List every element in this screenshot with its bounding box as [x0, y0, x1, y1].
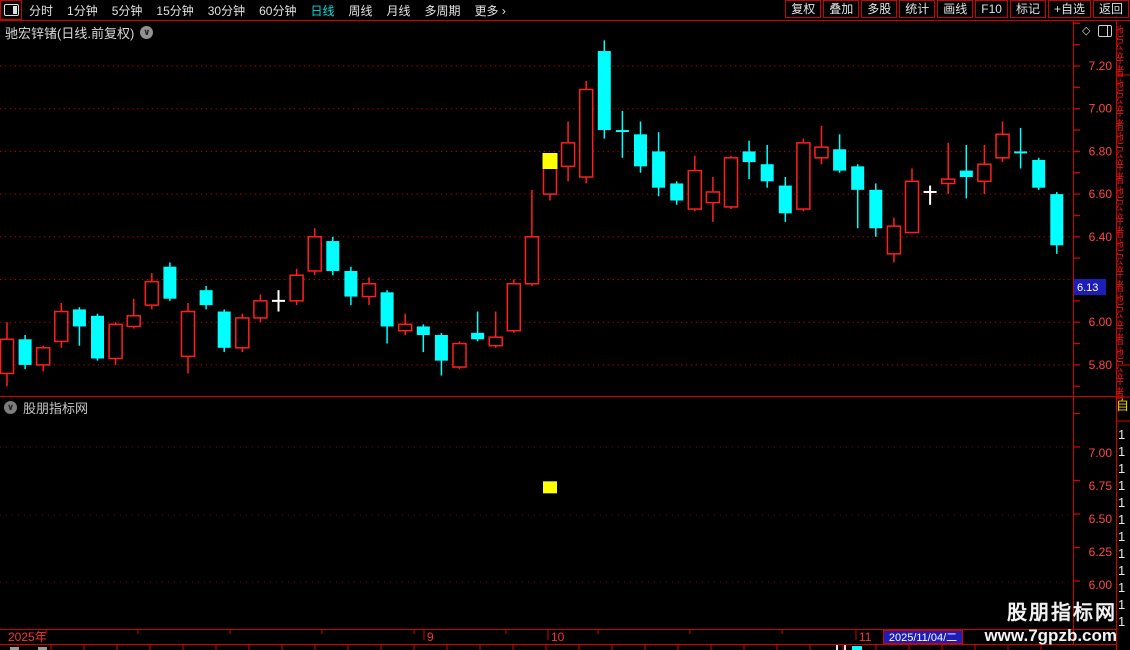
clipped-char: 驰 [1117, 292, 1125, 307]
clipped-char: 宏 [1117, 251, 1125, 267]
toolbar-button-3[interactable]: 统计 [899, 0, 936, 18]
svg-text:11: 11 [859, 630, 872, 644]
toolbar-button-0[interactable]: 复权 [785, 0, 822, 18]
clipped-number: 1 [1118, 478, 1126, 493]
layout-split-icon[interactable] [0, 0, 22, 20]
svg-text:7.20: 7.20 [1089, 59, 1113, 73]
toolbar-button-2[interactable]: 多股 [861, 0, 898, 18]
toolbar-button-5[interactable]: F10 [975, 0, 1008, 18]
chart-title: 驰宏锌锗(日线.前复权) [5, 26, 135, 41]
clipped-char: 宏 [1117, 305, 1125, 321]
period-tab-6[interactable]: 日线 [310, 3, 335, 18]
clipped-char: 锗 [1117, 64, 1125, 80]
clipped-number: 1 [1118, 444, 1126, 459]
clipped-highlight-char: 自 [1117, 398, 1130, 413]
diamond-icon[interactable]: ◇ [1082, 25, 1091, 37]
svg-text:7.00: 7.00 [1089, 102, 1113, 116]
svg-text:5.80: 5.80 [1089, 358, 1113, 372]
clipped-char: 锌 [1117, 211, 1125, 227]
toolbar-button-4[interactable]: 画线 [937, 0, 974, 18]
svg-text:10: 10 [551, 630, 565, 644]
clipped-char: 锌 [1117, 104, 1125, 120]
svg-text:2025年: 2025年 [8, 630, 47, 644]
svg-text:7.00: 7.00 [1089, 446, 1113, 460]
clipped-char: 宏 [1117, 198, 1125, 214]
watermark-url: www.7gpzb.com [984, 626, 1117, 645]
toolbar-button-8[interactable]: 返回 [1092, 0, 1129, 18]
svg-text:6.50: 6.50 [1089, 512, 1113, 526]
clipped-number: 1 [1118, 614, 1126, 629]
clipped-char: 锌 [1117, 50, 1125, 66]
clipped-char: 锌 [1117, 372, 1125, 388]
clipped-char: 锗 [1117, 171, 1125, 187]
svg-text:2025/11/04/二: 2025/11/04/二 [889, 632, 957, 644]
toolbar-button-1[interactable]: 叠加 [823, 0, 860, 18]
watermark-site-name: 股朋指标网 [1007, 602, 1117, 624]
clipped-char: 驰 [1117, 345, 1125, 361]
svg-text:6.60: 6.60 [1089, 187, 1113, 201]
svg-text:6.40: 6.40 [1089, 230, 1113, 244]
clipped-char: 锗 [1117, 225, 1125, 240]
period-tab-2[interactable]: 5分钟 [111, 3, 143, 18]
clipped-number: 1 [1118, 563, 1126, 578]
toolbar-button-6[interactable]: 标记 [1009, 0, 1046, 18]
svg-text:6.13: 6.13 [1077, 282, 1098, 294]
toolbar: 分时 1分钟 5分钟 15分钟 30分钟 60分钟 日线 周线 月线 多周期 更多 › 复权 叠加 多股… [0, 0, 1130, 20]
svg-text:6.80: 6.80 [1089, 144, 1113, 158]
clipped-char: 宏 [1117, 37, 1125, 53]
clipped-char: 锌 [1117, 318, 1125, 334]
period-tab-0[interactable]: 分时 [29, 3, 54, 18]
collapse-chevron-icon[interactable]: ∨ [4, 401, 17, 414]
period-tab-8[interactable]: 月线 [386, 3, 411, 18]
toolbar-button-7[interactable]: +自选 [1047, 0, 1091, 18]
svg-text:6.25: 6.25 [1089, 545, 1113, 559]
clipped-char: 锗 [1117, 117, 1125, 133]
svg-text:6.00: 6.00 [1089, 578, 1113, 592]
clipped-number: 1 [1118, 597, 1126, 612]
clipped-char: 驰 [1117, 184, 1125, 200]
clipped-char: 驰 [1117, 131, 1125, 147]
clipped-char: 驰 [1117, 238, 1125, 254]
main-chart-header: 驰宏锌锗(日线.前复权) ∨ [5, 23, 154, 42]
clipped-char: 驰 [1117, 24, 1125, 39]
clipped-char: 锗 [1117, 278, 1125, 294]
clipped-char: 驰 [1117, 77, 1125, 93]
clipped-number: 1 [1118, 461, 1126, 476]
svg-text:6.00: 6.00 [1089, 315, 1113, 329]
period-tab-1[interactable]: 1分钟 [67, 3, 98, 18]
svg-text:6.75: 6.75 [1089, 479, 1113, 493]
svg-text:9: 9 [427, 630, 434, 644]
period-tabs: 分时 1分钟 5分钟 15分钟 30分钟 60分钟 日线 周线 月线 多周期 更多 › [29, 0, 506, 20]
clipped-number: 1 [1118, 580, 1126, 595]
clipped-number: 1 [1118, 427, 1126, 442]
period-tab-10[interactable]: 更多 › [474, 3, 506, 18]
clipped-number: 1 [1118, 495, 1126, 510]
chart-corner-icons: ◇ [1082, 24, 1113, 37]
clipped-number: 1 [1118, 529, 1126, 544]
indicator-panel-header: ∨ 股朋指标网 [4, 398, 88, 417]
clipped-char: 锌 [1117, 265, 1125, 281]
period-tab-9[interactable]: 多周期 [424, 3, 461, 18]
watermark: 股朋指标网 www.7gpzb.com [984, 596, 1117, 646]
period-tab-4[interactable]: 30分钟 [207, 3, 246, 18]
clipped-number: 1 [1118, 512, 1126, 527]
panel-split-icon[interactable] [1098, 24, 1113, 37]
chevron-down-icon[interactable]: ∨ [140, 26, 154, 39]
period-tab-5[interactable]: 60分钟 [259, 3, 297, 18]
clipped-number: 1 [1118, 546, 1126, 561]
clipped-char: 宏 [1117, 144, 1125, 160]
clipped-char: 宏 [1117, 91, 1125, 106]
clipped-char: 锗 [1117, 332, 1125, 348]
indicator-panel-title: 股朋指标网 [23, 401, 89, 416]
period-tab-7[interactable]: 周线 [348, 3, 373, 18]
panel-layout-icon [3, 4, 19, 16]
period-tab-3[interactable]: 15分钟 [156, 3, 194, 18]
toolbar-buttons: 复权 叠加 多股 统计 画线 F10 标记 +自选 返回 [785, 0, 1129, 18]
clipped-char: 宏 [1117, 359, 1125, 374]
clipped-char: 锗 [1117, 385, 1125, 401]
clipped-char: 锌 [1117, 158, 1125, 173]
